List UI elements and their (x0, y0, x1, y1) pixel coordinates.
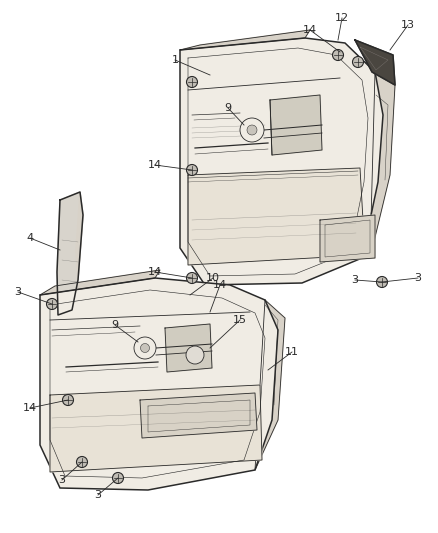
Text: 3: 3 (352, 275, 358, 285)
Circle shape (77, 456, 88, 467)
Text: 3: 3 (59, 475, 66, 485)
Text: 14: 14 (23, 403, 37, 413)
Polygon shape (140, 393, 257, 438)
Polygon shape (180, 30, 310, 50)
Polygon shape (50, 385, 262, 472)
Polygon shape (40, 278, 278, 490)
Polygon shape (57, 192, 83, 315)
Polygon shape (188, 168, 365, 265)
Circle shape (134, 337, 156, 359)
Text: 14: 14 (148, 267, 162, 277)
Text: 14: 14 (148, 160, 162, 170)
Polygon shape (180, 38, 383, 285)
Polygon shape (270, 95, 322, 155)
Text: 3: 3 (95, 490, 102, 500)
Text: 13: 13 (401, 20, 415, 30)
Text: 14: 14 (213, 280, 227, 290)
Circle shape (141, 343, 149, 352)
Circle shape (186, 346, 204, 364)
Text: 14: 14 (303, 25, 317, 35)
Circle shape (353, 56, 364, 68)
Polygon shape (320, 215, 375, 262)
Polygon shape (355, 40, 395, 85)
Circle shape (377, 277, 388, 287)
Text: 3: 3 (414, 273, 421, 283)
Circle shape (247, 125, 257, 135)
Circle shape (187, 272, 198, 284)
Circle shape (187, 77, 198, 87)
Text: 12: 12 (335, 13, 349, 23)
Circle shape (240, 118, 264, 142)
Text: 9: 9 (224, 103, 232, 113)
Polygon shape (255, 300, 285, 470)
Polygon shape (40, 270, 160, 295)
Polygon shape (370, 72, 395, 258)
Text: 15: 15 (233, 315, 247, 325)
Text: 11: 11 (285, 347, 299, 357)
Circle shape (63, 394, 74, 406)
Text: 4: 4 (26, 233, 34, 243)
Circle shape (113, 472, 124, 483)
Text: 9: 9 (111, 320, 119, 330)
Circle shape (46, 298, 57, 310)
Text: 1: 1 (172, 55, 179, 65)
Polygon shape (165, 324, 212, 372)
Circle shape (187, 165, 198, 175)
Text: 3: 3 (14, 287, 21, 297)
Text: 10: 10 (206, 273, 220, 283)
Polygon shape (76, 192, 83, 280)
Circle shape (332, 50, 343, 61)
